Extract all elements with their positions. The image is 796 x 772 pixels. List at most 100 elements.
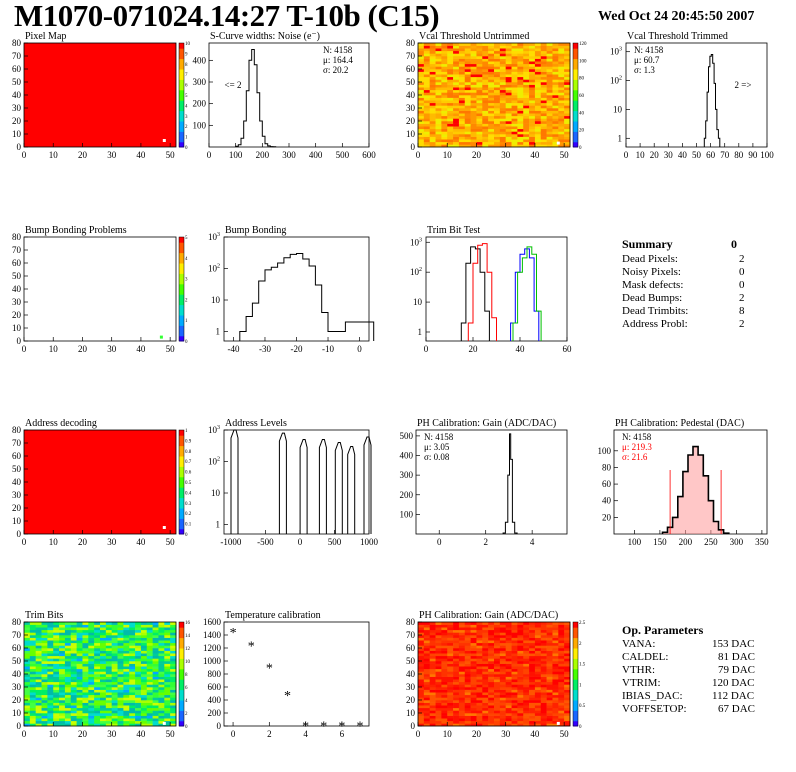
heatmap-cell (564, 139, 571, 143)
heatmap-cell (47, 700, 54, 703)
heatmap-cell (505, 118, 512, 122)
heatmap-cell (488, 126, 495, 130)
y-tick-label: 30 (406, 103, 416, 113)
heatmap-cell (476, 123, 483, 127)
heatmap-cell (505, 123, 512, 127)
heatmap-cell (523, 666, 530, 670)
heatmap-cell (76, 679, 83, 683)
heatmap-cell (482, 110, 489, 114)
heatmap-cell (447, 645, 454, 649)
heatmap-cell (418, 139, 425, 143)
heatmap-cell (458, 141, 466, 145)
heatmap-cell (94, 718, 101, 722)
heatmap-cell (152, 715, 159, 719)
y-tick-label: 20 (12, 310, 22, 320)
x-tick-label: 50 (560, 150, 570, 160)
heatmap-cell (53, 720, 60, 724)
palette-tick-label: 0 (185, 533, 188, 538)
palette-cell (179, 430, 184, 436)
heatmap-cell (453, 715, 460, 719)
heatmap-cell (105, 671, 112, 675)
y-tick-label: 10 (12, 516, 22, 526)
palette-cell (573, 79, 578, 86)
heatmap-cell (488, 676, 495, 680)
heatmap-cell (458, 118, 466, 122)
heatmap-cell (117, 653, 124, 657)
heatmap-cell (418, 637, 425, 641)
heatmap-cell (494, 97, 501, 101)
heatmap-cell (464, 658, 471, 662)
heatmap-cell (164, 713, 171, 716)
heatmap-cell (540, 687, 547, 690)
heatmap-cell (164, 663, 171, 667)
heatmap-cell (135, 661, 142, 664)
heatmap-cell (458, 48, 466, 52)
heatmap-cell (488, 92, 495, 96)
heatmap-cell (441, 108, 448, 111)
heatmap-cell (418, 126, 425, 130)
heatmap-cell (70, 666, 77, 670)
heatmap-cell (564, 115, 571, 119)
y-tick-label: 1400 (203, 630, 222, 640)
heatmap-cell (488, 640, 495, 644)
heatmap-cell (441, 700, 448, 703)
heatmap-cell (164, 635, 171, 638)
heatmap-cell (517, 139, 524, 143)
heatmap-cell (70, 645, 77, 649)
heatmap-cell (24, 663, 31, 667)
y-tick-label: 0 (411, 721, 416, 731)
heatmap-cell (140, 715, 148, 719)
heatmap-cell (552, 118, 559, 122)
heatmap-cell (146, 681, 153, 685)
heatmap-cell (429, 45, 436, 49)
heatmap-cell (164, 668, 171, 672)
heatmap-cell (435, 134, 442, 137)
heatmap-cell (458, 702, 466, 706)
heatmap-cell (529, 707, 536, 711)
heatmap-cell (164, 692, 171, 696)
heatmap-cell (558, 700, 565, 703)
heatmap-cell (135, 653, 142, 657)
heatmap-cell (564, 681, 571, 685)
heatmap-cell (470, 128, 477, 132)
heatmap-cell (476, 650, 483, 654)
heatmap-cell (511, 689, 518, 693)
heatmap-cell (447, 671, 454, 675)
heatmap-cell (117, 713, 124, 716)
heatmap-cell (529, 45, 536, 49)
heatmap-cell (64, 629, 72, 633)
heatmap-cell (453, 95, 460, 98)
heatmap-cell (76, 650, 83, 654)
heatmap-cell (517, 105, 524, 109)
heatmap-cell (546, 668, 553, 672)
heatmap-cell (170, 627, 177, 631)
heatmap-cell (64, 668, 72, 672)
heatmap-cell (499, 661, 506, 664)
palette-cell (179, 668, 184, 675)
heatmap-cell (47, 663, 54, 667)
heatmap-cell (534, 53, 542, 57)
heatmap-cell (564, 128, 571, 132)
heatmap-cell (429, 131, 436, 135)
heatmap-cell (453, 661, 460, 664)
heatmap-cell (534, 115, 542, 119)
summary-title: Summary (622, 237, 673, 251)
heatmap-cell (152, 640, 159, 644)
y-tick-label: 30 (406, 682, 416, 692)
heatmap-cell (523, 69, 530, 72)
y-tick-label: 50 (12, 464, 22, 474)
heatmap-cell (523, 658, 530, 662)
heatmap-cell (123, 650, 130, 654)
heatmap-cell (546, 118, 553, 122)
heatmap-cell (546, 661, 553, 664)
heatmap-cell (82, 668, 89, 672)
heatmap-cell (70, 713, 77, 716)
heatmap-cell (47, 645, 54, 649)
heatmap-cell (105, 648, 112, 651)
heatmap-cell (35, 632, 42, 636)
heatmap-cell (24, 624, 31, 628)
heatmap-cell (494, 95, 501, 98)
heatmap-cell (511, 113, 518, 117)
palette-cell (573, 100, 578, 106)
heatmap-cell (558, 713, 565, 716)
